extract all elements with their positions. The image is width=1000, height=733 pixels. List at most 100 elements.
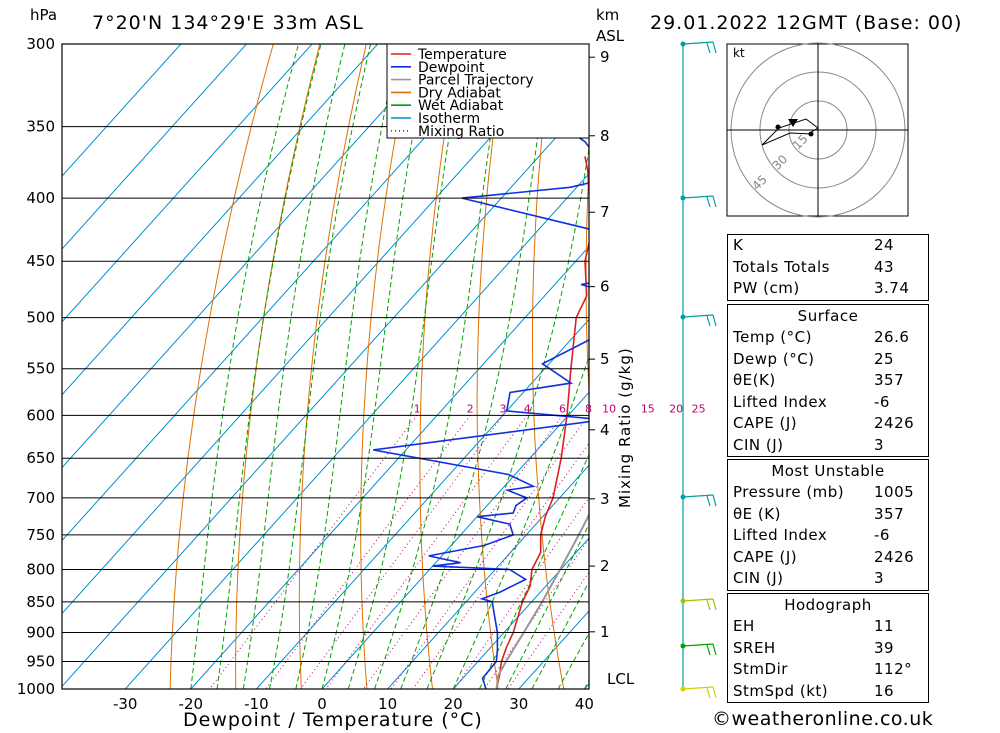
mu-li-label: Lifted Index xyxy=(733,526,828,544)
surface-li-row: Lifted Index -6 xyxy=(728,392,928,414)
stmspd-label: StmSpd (kt) xyxy=(733,681,829,700)
mu-theta-label: θE (K) xyxy=(733,504,781,523)
wet-adiabat-line xyxy=(216,44,322,689)
sreh-label: SREH xyxy=(733,638,776,657)
mu-li-value: -6 xyxy=(874,526,890,544)
mixing-ratio-line xyxy=(265,414,471,689)
pressure-tick-label: 800 xyxy=(26,560,55,578)
k-index-row: K 24 xyxy=(728,235,928,257)
date-title: 29.01.2022 12GMT (Base: 00) xyxy=(650,12,962,34)
surface-theta-value: 357 xyxy=(874,371,905,389)
dry-adiabat-line xyxy=(360,44,414,689)
credit-text: ©weatheronline.co.uk xyxy=(712,708,934,730)
surface-temp-value: 26.6 xyxy=(874,328,910,346)
height-tick-label: 5 xyxy=(600,350,610,368)
indices-panel: K 24 Totals Totals 43 PW (cm) 3.74 xyxy=(727,234,929,301)
mixing-ratio-line xyxy=(412,442,589,689)
sreh-value: 39 xyxy=(874,638,895,657)
x-tick-label: -30 xyxy=(113,695,138,713)
legend-label: Parcel Trajectory xyxy=(418,73,534,89)
mixing-ratio-tick-label: 6 xyxy=(559,402,566,415)
mu-cape-row: CAPE (J) 2426 xyxy=(728,547,928,569)
totals-value: 43 xyxy=(874,257,895,276)
dry-adiabat-line xyxy=(971,44,1000,689)
surface-title: Surface xyxy=(797,307,859,325)
surface-cape-value: 2426 xyxy=(874,414,915,432)
isotherm-line xyxy=(452,537,589,689)
wind-barbs xyxy=(680,41,717,699)
wind-barb xyxy=(680,41,717,54)
height-tick-label: 2 xyxy=(600,557,610,575)
wind-barb xyxy=(680,494,717,507)
eh-value: 11 xyxy=(874,617,895,635)
dry-adiabat-line xyxy=(924,44,1000,689)
series-parcel-trajectory xyxy=(495,512,589,689)
hodograph-point xyxy=(775,124,781,130)
series-temperature xyxy=(495,156,589,689)
mu-theta-row: θE (K) 357 xyxy=(728,504,928,526)
height-tick-label: 3 xyxy=(600,490,610,508)
pressure-tick-label: 750 xyxy=(26,526,55,544)
surface-panel: Surface Temp (°C) 26.6 Dewp (°C) 25 θE(K) 3… xyxy=(727,304,929,457)
height-unit: km xyxy=(596,6,619,24)
isotherm-line xyxy=(321,391,589,689)
wind-barb xyxy=(680,598,717,611)
surface-dewp-row: Dewp (°C) 25 xyxy=(728,349,928,371)
mu-cin-label: CIN (J) xyxy=(733,569,784,587)
mu-cape-value: 2426 xyxy=(874,547,915,566)
height-tick-label: 4 xyxy=(600,421,610,439)
surface-li-value: -6 xyxy=(874,392,890,411)
mu-cin-row: CIN (J) 3 xyxy=(728,568,928,590)
mu-theta-value: 357 xyxy=(874,504,905,523)
pressure-tick-label: 950 xyxy=(26,653,55,671)
mixing-ratio-line xyxy=(300,415,504,689)
legend-label: Temperature xyxy=(417,47,507,63)
surface-cape-row: CAPE (J) 2426 xyxy=(728,413,928,435)
stmdir-value: 112° xyxy=(874,660,913,678)
legend-box xyxy=(386,43,590,139)
height-tick-label: 6 xyxy=(600,278,610,296)
x-tick-label: 40 xyxy=(575,695,594,713)
dry-adiabat-line xyxy=(169,44,274,689)
pressure-tick-label: 850 xyxy=(26,593,55,611)
surface-cin-value: 3 xyxy=(874,435,885,454)
pressure-tick-label: 600 xyxy=(26,406,55,424)
x-tick-label: -10 xyxy=(244,695,269,713)
wet-adiabat-line xyxy=(295,44,400,689)
hodograph-point xyxy=(808,131,814,137)
wet-adiabat-line xyxy=(190,44,299,689)
lcl-label: LCL xyxy=(607,670,635,688)
surface-cin-label: CIN (J) xyxy=(733,435,784,454)
mixing-ratio-tick-label: 2 xyxy=(467,402,474,415)
mixing-ratio-line xyxy=(390,415,589,689)
mixing-ratio-tick-label: 25 xyxy=(692,402,706,415)
legend-label: Dry Adiabat xyxy=(418,85,501,101)
eh-row: EH 11 xyxy=(728,616,928,638)
wet-adiabat-line xyxy=(505,523,589,689)
dry-adiabat-line xyxy=(638,44,695,689)
stmspd-row: StmSpd (kt) 16 xyxy=(728,681,928,703)
dry-adiabat-line xyxy=(585,158,589,399)
isotherm-line xyxy=(62,44,575,615)
x-axis-label: Dewpoint / Temperature (°C) xyxy=(183,709,483,731)
x-tick-label: -20 xyxy=(179,695,204,713)
mixing-ratio-tick-label: 1 xyxy=(414,402,421,415)
isotherm-line xyxy=(62,44,247,250)
wet-adiabat-line xyxy=(531,580,589,689)
wet-adiabat-line xyxy=(347,44,466,689)
x-tick-label: 10 xyxy=(378,695,397,713)
pw-row: PW (cm) 3.74 xyxy=(728,278,928,300)
k-label: K xyxy=(733,236,744,254)
hodo-title: Hodograph xyxy=(784,596,872,614)
pressure-tick-label: 400 xyxy=(26,189,55,207)
height-tick-label: 9 xyxy=(600,48,610,66)
wind-barb xyxy=(680,314,717,327)
pressure-unit: hPa xyxy=(30,6,57,24)
mu-pressure-value: 1005 xyxy=(874,483,915,501)
wet-adiabat-line xyxy=(242,44,346,689)
legend-label: Dewpoint xyxy=(418,60,485,76)
series-dewpoint xyxy=(373,85,589,689)
totals-row: Totals Totals 43 xyxy=(728,257,928,279)
wet-adiabat-line xyxy=(478,453,589,689)
eh-label: EH xyxy=(733,617,755,635)
